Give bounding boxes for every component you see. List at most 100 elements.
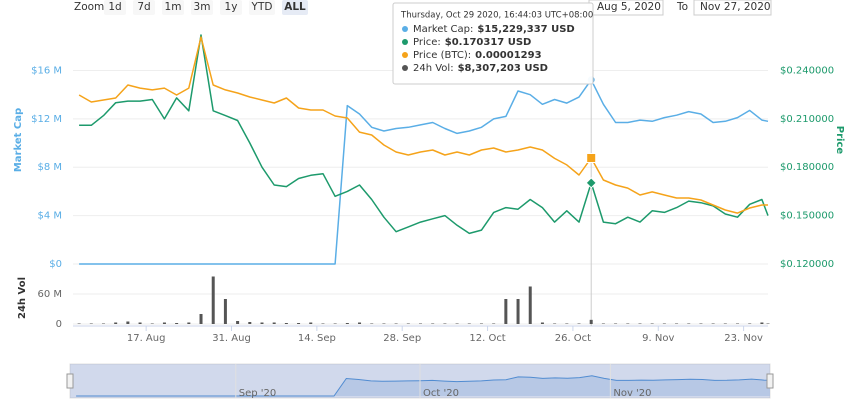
volume-bar xyxy=(333,323,337,324)
from-input[interactable]: Aug 5, 2020 xyxy=(597,1,661,13)
y2-tick-label: $0.180000 xyxy=(780,162,834,173)
tooltip-item-value: $8,307,203 USD xyxy=(458,63,548,74)
y-tick-label: $8 M xyxy=(37,162,62,173)
volume-bar xyxy=(101,323,105,324)
x-tick-label: 28. Sep xyxy=(383,333,421,344)
volume-bar xyxy=(504,299,508,324)
tooltip-item-value: $15,229,337 USD xyxy=(477,24,574,35)
y2-tick-label: $0.120000 xyxy=(780,259,834,270)
vol-tick-label: 0 xyxy=(56,319,62,330)
volume-bar xyxy=(211,276,215,324)
volume-bar xyxy=(370,323,374,324)
volume-bar xyxy=(309,322,313,324)
volume-bar xyxy=(223,299,227,324)
volume-bar xyxy=(748,323,752,324)
vol-tick-label: 60 M xyxy=(37,289,62,300)
volume-bar xyxy=(650,323,654,324)
zoom-button-label[interactable]: 1m xyxy=(165,1,182,13)
volume-bar xyxy=(577,323,581,324)
volume-bar xyxy=(687,323,691,324)
zoom-button-label[interactable]: 1d xyxy=(108,1,121,13)
x-tick-label: 26. Oct xyxy=(555,333,591,344)
volume-bar xyxy=(138,322,142,324)
volume-bar xyxy=(626,323,630,324)
tooltip-bullet xyxy=(402,52,408,58)
y2-tick-label: $0.210000 xyxy=(780,114,834,125)
volume-bar xyxy=(443,323,447,324)
volume-bar xyxy=(711,323,715,324)
navigator-tick-label: Nov '20 xyxy=(613,388,651,399)
volume-bar xyxy=(150,323,154,324)
zoom-button-label[interactable]: YTD xyxy=(251,1,273,13)
range-selector: Zoom Aug 5, 2020 To Nov 27, 2020 1d 7d 1m 3… xyxy=(74,0,772,16)
zoom-button[interactable] xyxy=(104,0,126,15)
zoom-button-label[interactable]: 1y xyxy=(225,1,238,13)
volume-bar xyxy=(248,322,252,324)
hover-marker xyxy=(586,152,597,163)
to-input-box[interactable] xyxy=(693,0,772,16)
navigator-handle[interactable] xyxy=(766,373,774,389)
volume-bar xyxy=(528,286,532,324)
y2-axis-title: Price xyxy=(834,126,845,155)
zoom-button[interactable] xyxy=(133,0,155,15)
tooltip-item-value: $0.170317 USD xyxy=(445,37,532,48)
volume-bar xyxy=(492,323,496,324)
volume-bar xyxy=(236,321,240,324)
series-line xyxy=(79,79,769,265)
to-input[interactable]: Nov 27, 2020 xyxy=(700,1,771,13)
zoom-button-label[interactable]: 7d xyxy=(137,1,150,13)
volume-bar xyxy=(419,323,422,324)
x-tick-label: 23. Nov xyxy=(724,333,763,344)
volume-bar xyxy=(89,323,93,324)
volume-bar xyxy=(516,299,520,324)
zoom-button[interactable] xyxy=(282,0,308,15)
navigator-handle[interactable] xyxy=(66,373,74,389)
y-tick-label: $12 M xyxy=(31,114,62,125)
volume-bar xyxy=(77,323,81,324)
volume-bar xyxy=(479,323,483,324)
volume-bar xyxy=(723,323,727,324)
volume-bar xyxy=(467,323,471,324)
volume-bar xyxy=(638,323,642,324)
tooltip-item-label: 24h Vol: xyxy=(413,63,454,74)
y-tick-label: $16 M xyxy=(31,65,62,76)
volume-bar xyxy=(162,322,166,324)
volume-bar xyxy=(589,319,593,324)
volume-bar xyxy=(187,322,191,324)
zoom-label: Zoom xyxy=(74,1,104,13)
series-line xyxy=(79,34,769,235)
volume-bar xyxy=(553,323,557,324)
volume-bar xyxy=(766,323,770,324)
volume-bar xyxy=(431,323,435,324)
volume-bar xyxy=(114,322,118,324)
tooltip-bullet xyxy=(402,65,408,71)
y-tick-label: $0 xyxy=(49,259,62,270)
navigator-tick-label: Oct '20 xyxy=(423,388,459,399)
tooltip-title: Thursday, Oct 29 2020, 16:44:03 UTC+08:0… xyxy=(400,11,593,21)
volume-bar xyxy=(284,323,288,324)
vol-axis-title: 24h Vol xyxy=(17,277,28,319)
zoom-button[interactable] xyxy=(191,0,213,15)
volume-bar xyxy=(662,323,666,324)
y-axis-title: Market Cap xyxy=(13,108,24,172)
tooltip-bullet xyxy=(402,26,408,32)
volume-bar xyxy=(272,322,276,324)
volume-bar xyxy=(540,322,544,324)
volume-bar xyxy=(382,323,386,324)
volume-bar xyxy=(760,322,764,324)
zoom-button[interactable] xyxy=(220,0,242,15)
tooltip-item: Market Cap: $15,229,337 USD xyxy=(413,24,575,35)
volume-bar xyxy=(394,323,398,324)
zoom-button-label[interactable]: ALL xyxy=(284,1,306,13)
tooltip-item: Price: $0.170317 USD xyxy=(413,37,531,48)
series-line xyxy=(78,36,768,214)
y-tick-label: $4 M xyxy=(37,211,62,222)
tooltip-item-label: Price (BTC): xyxy=(413,50,471,61)
zoom-button[interactable] xyxy=(249,0,275,15)
zoom-button-label[interactable]: 3m xyxy=(194,1,211,13)
zoom-button[interactable] xyxy=(162,0,184,15)
volume-bar xyxy=(297,323,301,324)
tooltip-item: 24h Vol: $8,307,203 USD xyxy=(413,63,548,74)
x-tick-label: 14. Sep xyxy=(298,333,336,344)
